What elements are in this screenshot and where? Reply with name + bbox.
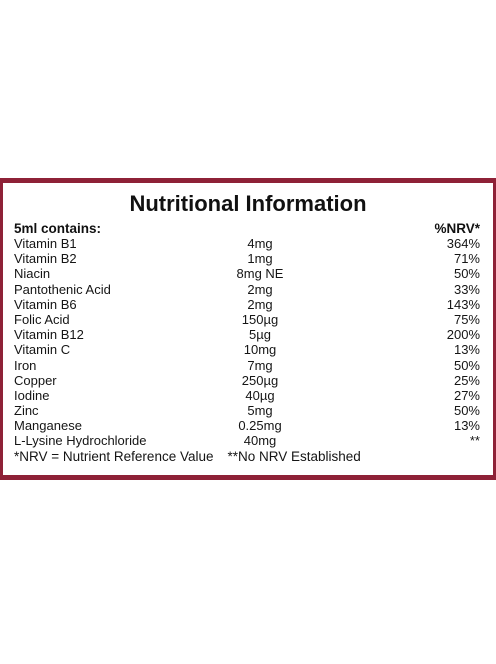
nutrient-name: Pantothenic Acid bbox=[14, 281, 111, 297]
nutrient-nrv: 50% bbox=[453, 403, 480, 419]
nutrient-name: Niacin bbox=[14, 266, 51, 282]
nutrient-name: Iron bbox=[14, 357, 37, 373]
nutrient-name: Copper bbox=[14, 372, 57, 388]
nutrient-amount: 40mg bbox=[243, 433, 277, 449]
nutrient-amount: 250µg bbox=[241, 372, 279, 388]
table-row: Zinc 5mg 50% bbox=[14, 403, 480, 418]
table-row: L-Lysine Hydrochloride 40mg ** bbox=[14, 433, 480, 448]
nutrient-name: Vitamin B6 bbox=[14, 296, 77, 312]
table-row: Copper 250µg 25% bbox=[14, 373, 480, 388]
serving-label: 5ml contains: bbox=[14, 221, 102, 236]
nutrient-amount: 10mg bbox=[243, 342, 277, 358]
nutrient-nrv: 13% bbox=[453, 342, 480, 358]
footnote: *NRV = Nutrient Reference Value **No NRV … bbox=[14, 449, 361, 465]
nutrient-nrv: 200% bbox=[446, 327, 480, 343]
table-row: Niacin 8mg NE 50% bbox=[14, 266, 480, 281]
nutrient-amount: 7mg bbox=[247, 357, 273, 373]
nutrient-nrv: 25% bbox=[453, 372, 480, 388]
nutrient-amount: 150µg bbox=[241, 311, 279, 327]
table-row: Vitamin B12 5µg 200% bbox=[14, 327, 480, 342]
table-row: Manganese 0.25mg 13% bbox=[14, 418, 480, 433]
nutrient-nrv: 143% bbox=[446, 296, 480, 312]
nutrient-nrv: 75% bbox=[453, 311, 480, 327]
nutrient-amount: 8mg NE bbox=[236, 266, 284, 282]
footnote-nrv-definition: *NRV = Nutrient Reference Value bbox=[14, 449, 214, 464]
nutrient-amount: 5µg bbox=[249, 327, 271, 343]
nutrient-amount: 0.25mg bbox=[238, 418, 282, 434]
nutrient-nrv: 13% bbox=[453, 418, 480, 434]
nutrient-amount: 40µg bbox=[245, 387, 275, 403]
table-row: Vitamin C 10mg 13% bbox=[14, 342, 480, 357]
nutrient-name: Vitamin B12 bbox=[14, 327, 84, 343]
nutrient-amount: 5mg bbox=[247, 403, 273, 419]
table-row: Pantothenic Acid 2mg 33% bbox=[14, 282, 480, 297]
nutrient-name: Folic Acid bbox=[14, 311, 70, 327]
nutrient-nrv: 33% bbox=[453, 281, 480, 297]
nutrient-nrv: ** bbox=[469, 433, 480, 449]
table-row: Vitamin B2 1mg 71% bbox=[14, 251, 480, 266]
nutrient-name: Vitamin B1 bbox=[14, 236, 77, 251]
nutrient-amount: 1mg bbox=[247, 251, 273, 267]
nutrient-name: Vitamin C bbox=[14, 342, 71, 358]
nutrient-table: Vitamin B1 4mg 364% Vitamin B2 1mg 71% N… bbox=[14, 236, 480, 449]
table-row: Iron 7mg 50% bbox=[14, 358, 480, 373]
nutrient-nrv: 27% bbox=[453, 387, 480, 403]
nutrient-nrv: 50% bbox=[453, 357, 480, 373]
table-row: Iodine 40µg 27% bbox=[14, 388, 480, 403]
nutrient-amount: 2mg bbox=[247, 281, 273, 297]
nutrient-amount: 2mg bbox=[247, 296, 273, 312]
page-title: Nutritional Information bbox=[129, 191, 367, 216]
table-row: Vitamin B1 4mg 364% bbox=[14, 236, 480, 251]
table-row: Vitamin B6 2mg 143% bbox=[14, 297, 480, 312]
nutrient-nrv: 364% bbox=[446, 236, 480, 251]
nutrition-panel bbox=[3, 183, 493, 475]
table-row: Folic Acid 150µg 75% bbox=[14, 312, 480, 327]
nutrient-name: Vitamin B2 bbox=[14, 251, 77, 267]
nutrient-name: Manganese bbox=[14, 418, 82, 434]
nutrient-nrv: 50% bbox=[453, 266, 480, 282]
nutrient-name: L-Lysine Hydrochloride bbox=[14, 433, 147, 449]
nutrient-nrv: 71% bbox=[453, 251, 480, 267]
nrv-header: %NRV* bbox=[434, 221, 480, 236]
nutrient-name: Iodine bbox=[14, 387, 50, 403]
nutrient-name: Zinc bbox=[14, 403, 39, 419]
nutrient-amount: 4mg bbox=[247, 236, 273, 251]
footnote-no-nrv: **No NRV Established bbox=[227, 449, 361, 464]
table-header: 5ml contains: %NRV* bbox=[14, 221, 480, 236]
